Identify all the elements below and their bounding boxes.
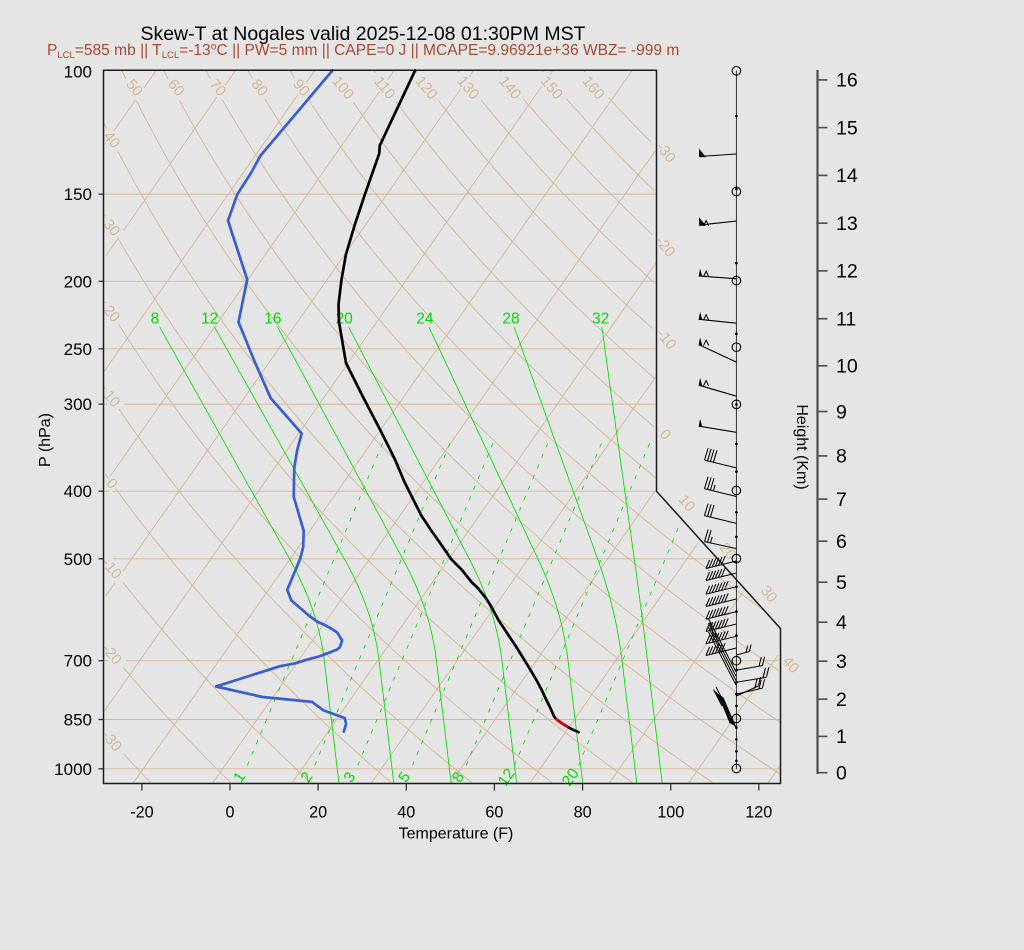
- svg-text:400: 400: [64, 482, 92, 501]
- svg-text:100: 100: [657, 804, 684, 822]
- svg-text:100: 100: [64, 62, 92, 81]
- svg-text:200: 200: [64, 272, 92, 291]
- svg-text:10: 10: [836, 356, 858, 378]
- svg-text:7: 7: [836, 489, 847, 511]
- svg-text:14: 14: [836, 165, 858, 187]
- svg-text:80: 80: [574, 804, 592, 822]
- svg-text:16: 16: [836, 70, 858, 92]
- svg-text:0: 0: [225, 804, 234, 822]
- svg-text:300: 300: [64, 395, 92, 414]
- svg-text:4: 4: [836, 612, 847, 634]
- svg-text:Height (Km): Height (Km): [793, 404, 810, 489]
- svg-text:250: 250: [64, 340, 92, 359]
- svg-text:PLCL=585 mb || TLCL=-13oC || P: PLCL=585 mb || TLCL=-13oC || PW=5 mm || …: [47, 41, 679, 62]
- svg-text:150: 150: [64, 185, 92, 204]
- svg-text:13: 13: [836, 213, 858, 235]
- svg-text:3: 3: [836, 651, 847, 673]
- svg-text:8: 8: [836, 446, 847, 468]
- svg-text:12: 12: [201, 310, 218, 327]
- svg-text:1000: 1000: [54, 760, 92, 779]
- svg-text:2: 2: [836, 689, 847, 711]
- svg-text:12: 12: [836, 261, 858, 283]
- svg-text:20: 20: [309, 804, 327, 822]
- svg-text:850: 850: [64, 711, 92, 730]
- svg-text:P (hPa): P (hPa): [37, 413, 54, 467]
- svg-text:24: 24: [416, 310, 434, 327]
- svg-text:Temperature (F): Temperature (F): [399, 826, 514, 843]
- svg-text:700: 700: [64, 652, 92, 671]
- svg-text:5: 5: [836, 572, 847, 594]
- svg-text:9: 9: [836, 401, 847, 423]
- svg-text:8: 8: [151, 310, 160, 327]
- svg-text:40: 40: [397, 804, 415, 822]
- svg-text:60: 60: [485, 804, 503, 822]
- svg-text:-20: -20: [130, 804, 153, 822]
- svg-text:6: 6: [836, 531, 847, 553]
- svg-text:500: 500: [64, 550, 92, 569]
- svg-text:28: 28: [502, 310, 519, 327]
- svg-text:120: 120: [745, 804, 772, 822]
- svg-text:1: 1: [836, 726, 847, 748]
- svg-text:11: 11: [836, 309, 856, 331]
- svg-text:0: 0: [836, 763, 847, 785]
- svg-text:15: 15: [836, 117, 858, 139]
- svg-text:16: 16: [264, 310, 281, 327]
- svg-text:32: 32: [592, 310, 609, 327]
- svg-text:Skew-T at Nogales valid 2025-1: Skew-T at Nogales valid 2025-12-08 01:30…: [140, 23, 585, 45]
